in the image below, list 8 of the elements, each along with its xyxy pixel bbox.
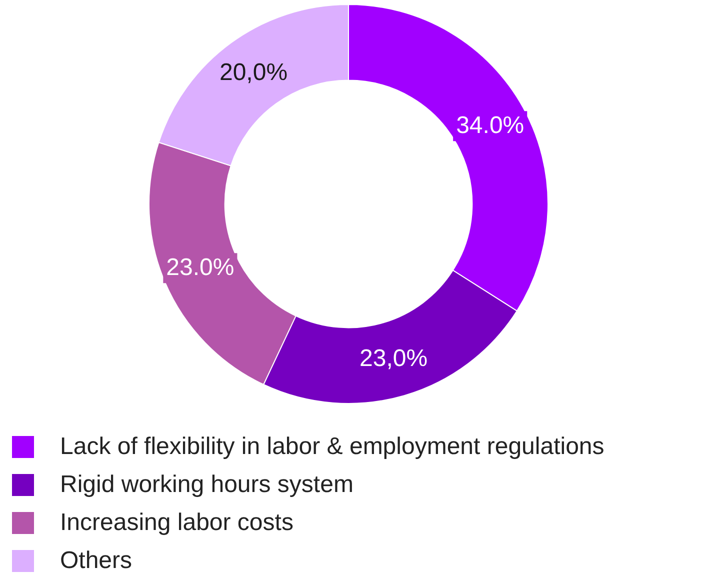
- data-label: 34.0%: [456, 112, 524, 139]
- legend-label: Rigid working hours system: [60, 471, 354, 499]
- data-label: 23,0%: [360, 344, 428, 372]
- data-label: 20,0%: [219, 58, 288, 86]
- data-label: 23.0%: [166, 254, 234, 281]
- legend-label: Others: [60, 547, 132, 575]
- legend-label: Increasing labor costs: [60, 509, 294, 537]
- legend-label: Lack of flexibility in labor & employment regulations: [60, 433, 604, 461]
